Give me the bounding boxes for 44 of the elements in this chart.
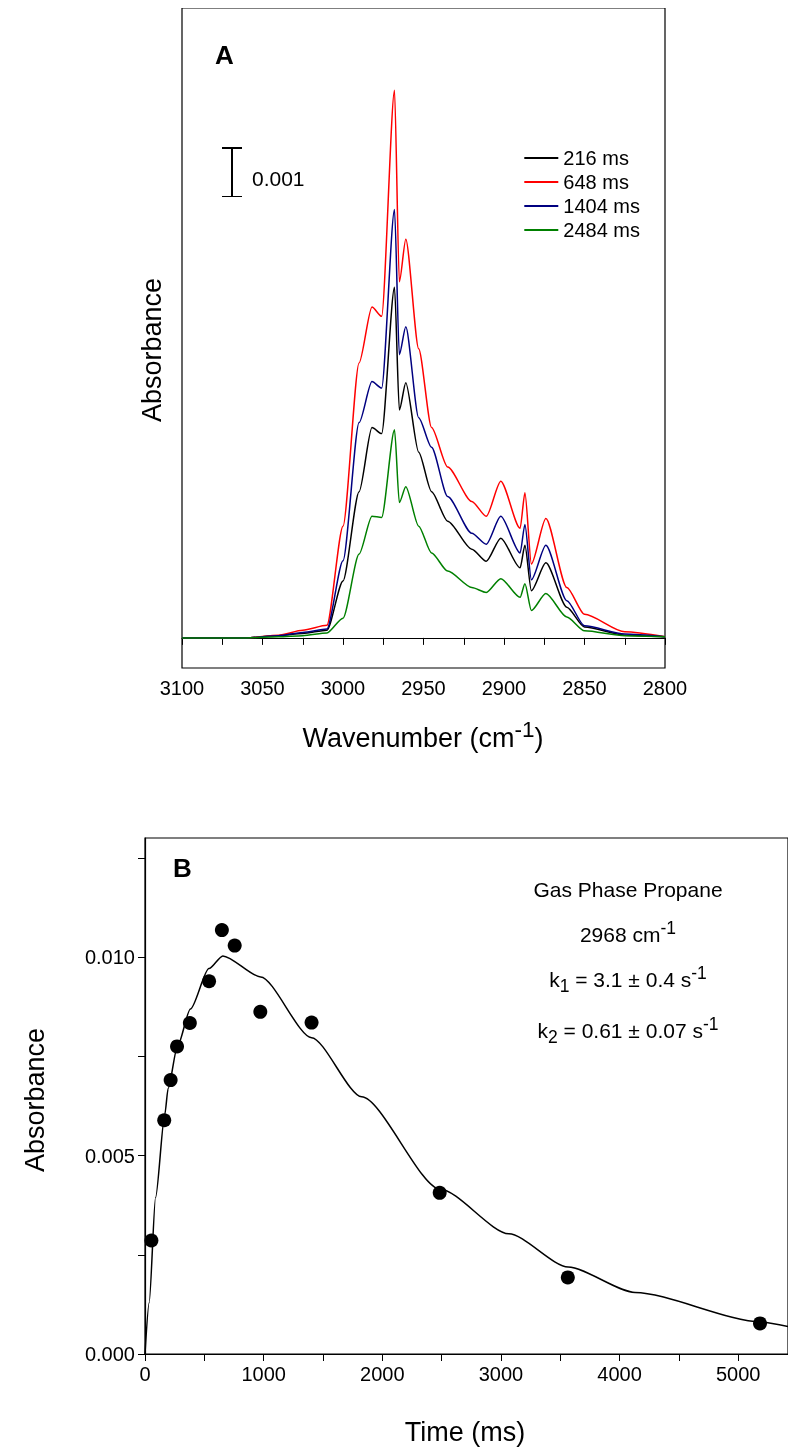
x-tick-label: 3050 [240,677,285,699]
point [202,974,217,989]
point [432,1185,447,1200]
legend-label: 2484 ms [563,219,641,241]
point [753,1316,767,1331]
x-tick-label: 3000 [478,1363,524,1385]
point [227,938,242,953]
x-tick-label: 2800 [642,677,688,699]
x-axis-title: Wavenumber (cm$^{-1}$) [302,716,544,754]
x-tick-label: 4000 [597,1363,642,1385]
annotation: k$_{1}$ = 3.1 ± 0.4 s$^{-1}$ [548,962,708,999]
legend-label: 648 ms [563,171,629,193]
point [144,1233,159,1248]
point [157,1113,172,1128]
annotation: Gas Phase Propane [533,877,723,903]
point [304,1015,319,1030]
x-tick-label: 2850 [562,677,607,699]
legend-label: 1404 ms [563,195,641,217]
y-axis-title: Absorbance [136,277,168,423]
annotation: 2968 cm$^{-1}$ [578,917,678,948]
x-tick-label: 2950 [401,677,446,699]
chart-title: A [215,40,234,71]
x-tick-label: 5000 [715,1363,761,1385]
y-tick-label: 0.000 [84,1343,135,1365]
annotation: 0.001 [252,166,305,192]
x-tick-label: 1000 [241,1363,286,1385]
x-axis-title: Time (ms) [404,1416,526,1448]
text: B [173,853,192,884]
annotation: k$_{2}$ = 0.61 ± 0.07 s$^{-1}$ [536,1013,720,1050]
x-tick-label: 2900 [481,677,527,699]
x-tick-label: 3000 [320,677,366,699]
point [182,1015,197,1030]
x-tick-label: 3100 [159,677,205,699]
y-tick-label: 0.010 [84,946,135,969]
point [253,1004,268,1019]
y-axis-title: Absorbance [19,1027,51,1173]
point [214,923,229,938]
y-tick-label: 0.005 [84,1144,135,1167]
x-tick-label: 2000 [360,1363,405,1385]
point [560,1270,575,1285]
legend-label: 216 ms [563,147,629,169]
x-tick-label: 0 [139,1363,151,1385]
point [163,1073,178,1088]
point [170,1039,185,1054]
